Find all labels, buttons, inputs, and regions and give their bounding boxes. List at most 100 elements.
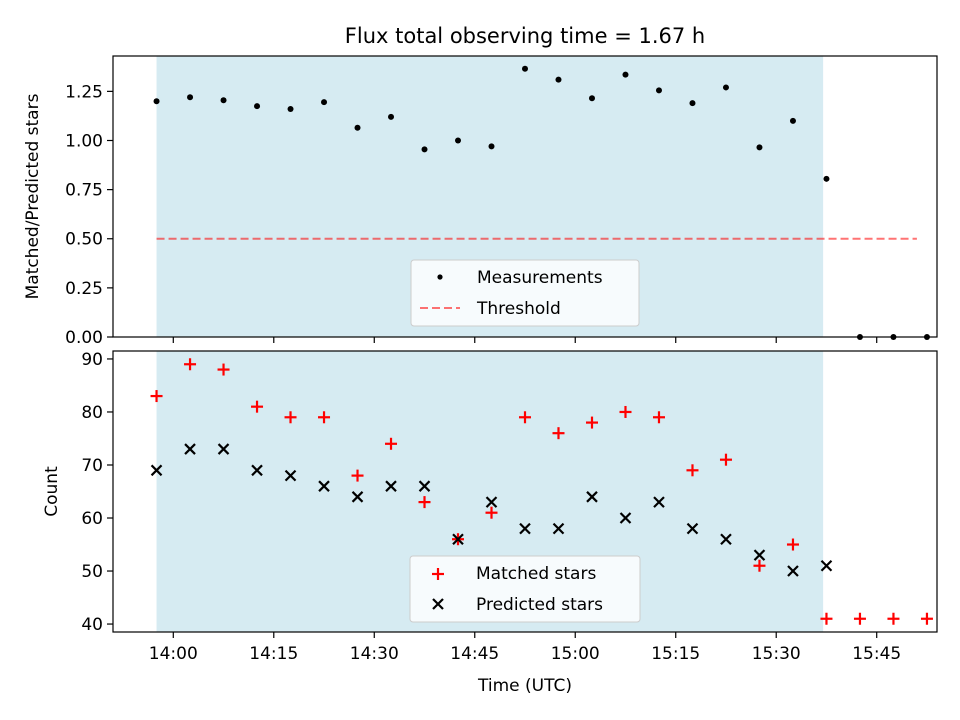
matched-star-point: [552, 427, 565, 440]
top-y-tick-label: 0.75: [65, 181, 103, 201]
predicted-star-point: [720, 533, 732, 545]
predicted-star-point: [619, 512, 632, 524]
predicted-star-stroke: [150, 464, 163, 477]
measurement-point: [655, 87, 662, 94]
predicted-star-point: [820, 559, 833, 572]
measurement-point: [522, 65, 528, 72]
matched-star-point: [853, 612, 866, 625]
matched-star-point: [686, 464, 699, 477]
legend-predicted-label: Predicted stars: [476, 595, 603, 615]
predicted-star-point: [217, 443, 230, 455]
measurement-point: [455, 137, 462, 144]
predicted-star-point: [787, 565, 799, 577]
x-axis-label: Time (UTC): [477, 676, 572, 696]
matched-star-point: [920, 612, 933, 625]
matched-star-point: [519, 411, 531, 424]
predicted-star-stroke: [586, 491, 598, 503]
measurement-point: [354, 124, 361, 131]
chart-title: Flux total observing time = 1.67 h: [345, 24, 705, 48]
predicted-star-point: [552, 522, 565, 535]
top-y-tick-label: 1.25: [65, 82, 103, 102]
top-y-ticks: 0.00 0.25 0.50 0.75 1.00 1.25: [65, 82, 113, 348]
bottom-y-tick-label: 60: [81, 509, 103, 529]
bottom-y-tick-label: 70: [81, 456, 103, 476]
measurement-point: [187, 94, 194, 101]
predicted-star-stroke: [552, 522, 565, 535]
top-y-tick-label: 1.00: [65, 131, 103, 151]
top-y-tick-label: 0.00: [65, 328, 103, 348]
measurement-point: [789, 117, 796, 124]
legend-matched-label: Matched stars: [476, 564, 596, 584]
matched-star-point: [619, 405, 632, 418]
matched-star-point: [184, 358, 197, 371]
matched-star-point: [385, 437, 398, 450]
bottom-y-ticks: 40 50 60 70 80 90: [81, 350, 113, 635]
bottom-y-axis-label: Count: [42, 466, 62, 517]
x-tick-label: 15:15: [651, 644, 700, 664]
predicted-star-stroke: [485, 496, 498, 508]
bottom-legend: Matched stars Predicted stars: [409, 555, 641, 623]
predicted-star-point: [385, 480, 397, 492]
measurement-point: [254, 103, 261, 110]
bottom-y-tick-label: 40: [81, 615, 103, 635]
predicted-star-stroke: [787, 565, 799, 577]
bottom-y-tick-label: 50: [81, 562, 103, 582]
predicted-star-stroke: [251, 464, 263, 477]
predicted-star-stroke: [284, 469, 297, 482]
predicted-star-point: [686, 522, 699, 535]
legend-matched-marker: [432, 568, 444, 580]
predicted-star-stroke: [418, 480, 431, 492]
predicted-star-stroke: [217, 443, 230, 455]
matched-star-point: [652, 411, 665, 424]
legend-predicted-marker: [432, 598, 444, 610]
top-y-tick-label: 0.25: [65, 279, 103, 299]
x-tick-label: 14:30: [350, 644, 399, 664]
matched-star-point: [217, 363, 230, 376]
predicted-star-stroke: [619, 512, 632, 524]
predicted-star-stroke: [452, 533, 464, 545]
predicted-star-stroke: [820, 559, 833, 572]
predicted-star-stroke: [351, 491, 364, 503]
matched-star-point: [719, 453, 732, 466]
measurement-point: [388, 113, 395, 120]
matched-star-point: [418, 496, 431, 509]
predicted-star-stroke: [318, 480, 330, 492]
predicted-star-point: [452, 533, 464, 545]
matched-star-point: [753, 559, 766, 572]
x-tick-label: 15:45: [852, 644, 901, 664]
top-x-ticks: [172, 337, 878, 343]
predicted-star-point: [351, 491, 364, 503]
predicted-star-stroke: [519, 522, 531, 535]
x-tick-label: 14:00: [149, 644, 198, 664]
measurement-point: [756, 144, 763, 151]
legend-threshold-label: Threshold: [476, 299, 561, 319]
legend-measurements-label: Measurements: [477, 268, 603, 288]
measurement-point: [488, 143, 495, 150]
matched-star-point: [786, 538, 799, 551]
matched-star-point: [485, 506, 498, 519]
measurement-point: [287, 106, 294, 113]
predicted-star-point: [284, 469, 297, 482]
x-tick-label: 14:15: [249, 644, 298, 664]
bottom-y-tick-label: 80: [81, 403, 103, 423]
predicted-star-stroke: [653, 496, 665, 508]
measurement-point: [153, 98, 160, 105]
bottom-x-ticks: 14:00 14:15 14:30 14:45 15:00 15:15 15:30 15:45: [149, 632, 901, 664]
predicted-star-stroke: [686, 522, 699, 535]
predicted-star-point: [753, 549, 766, 561]
measurement-point: [722, 84, 729, 91]
matched-star-point: [150, 390, 163, 403]
measurement-point: [220, 97, 227, 104]
measurement-point: [622, 71, 629, 78]
matched-star-point: [284, 411, 297, 424]
matched-star-point: [351, 469, 364, 482]
top-legend: Measurements Threshold: [410, 259, 640, 327]
predicted-star-point: [485, 496, 498, 508]
measurement-point: [823, 175, 830, 182]
legend-measurement-marker: [437, 274, 443, 280]
predicted-star-point: [519, 522, 531, 535]
predicted-star-point: [418, 480, 431, 492]
matched-star-point: [318, 411, 331, 424]
predicted-star-stroke: [720, 533, 732, 545]
